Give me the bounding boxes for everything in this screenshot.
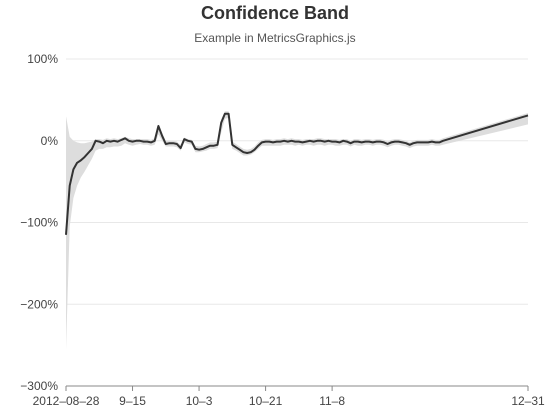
series-line-layer <box>65 112 529 235</box>
chart-title: Confidence Band <box>200 3 349 23</box>
series-line <box>65 112 529 235</box>
confidence-band <box>66 111 528 350</box>
y-tick-label: −300% <box>20 379 58 393</box>
y-tick-label: 0% <box>41 134 59 148</box>
y-tick-label: −100% <box>20 216 58 230</box>
chart-subtitle: Example in MetricsGraphics.js <box>194 31 356 45</box>
x-tick-label: 10–3 <box>186 394 213 408</box>
grid-lines <box>66 58 528 305</box>
y-tick-label: 100% <box>27 52 58 66</box>
y-tick-label: −200% <box>20 297 58 311</box>
confidence-band-layer <box>66 111 528 350</box>
x-tick-label: 11–8 <box>319 394 345 408</box>
axes: 100% 0% −100% −200% −300%2012–08–28 9–15 10–3 1… <box>20 52 545 408</box>
x-tick-label: 2012–08–28 <box>33 394 100 408</box>
x-tick-label: 10–21 <box>249 394 283 408</box>
x-tick-label: 9–15 <box>119 394 146 408</box>
x-tick-label: 12–31 <box>511 394 545 408</box>
